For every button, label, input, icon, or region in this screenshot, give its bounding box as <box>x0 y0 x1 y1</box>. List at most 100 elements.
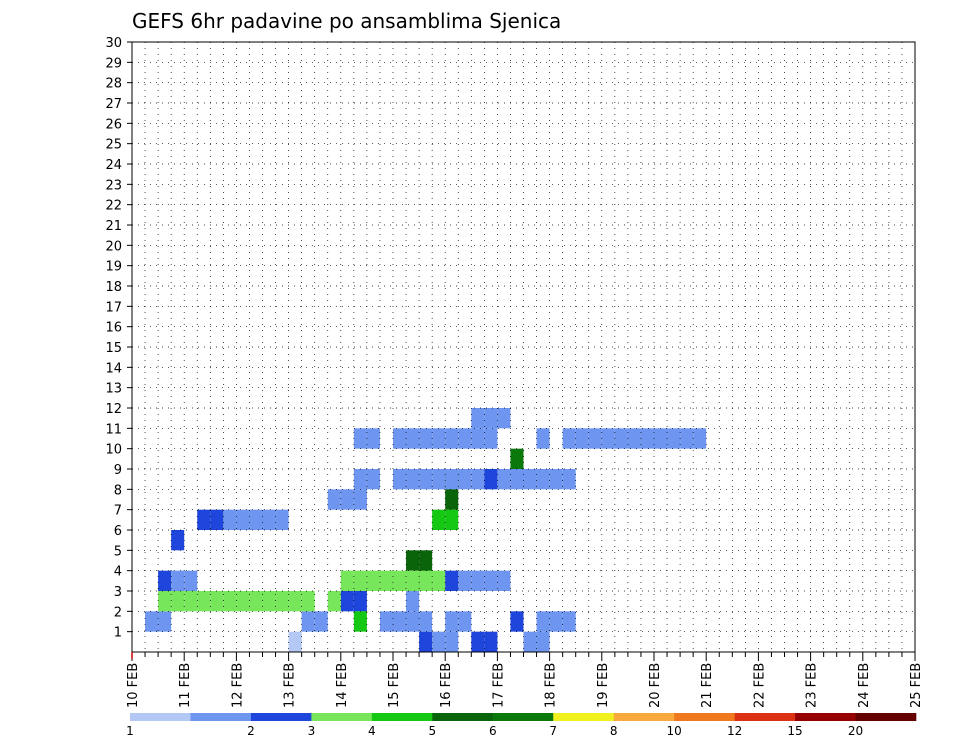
precip-cell <box>406 570 420 591</box>
colorbar-label: 7 <box>549 724 557 738</box>
precip-cell <box>236 591 250 612</box>
precip-cell <box>366 570 380 591</box>
precip-cell <box>432 428 446 449</box>
precip-cell <box>523 631 537 652</box>
precip-cell <box>419 469 433 490</box>
colorbar-label: 20 <box>848 724 863 738</box>
precip-cell <box>484 570 498 591</box>
precip-cell <box>171 591 185 612</box>
precip-cell <box>536 631 550 652</box>
y-tick-label: 11 <box>105 422 122 437</box>
precip-cell <box>406 469 420 490</box>
x-tick-label: 16 FEB <box>439 663 454 708</box>
colorbar-swatch <box>795 713 856 721</box>
precip-cell <box>379 611 393 632</box>
colorbar-swatch <box>432 713 494 721</box>
y-tick-label: 22 <box>105 199 122 214</box>
colorbar-label: 8 <box>610 724 618 738</box>
colorbar-label: 5 <box>428 724 436 738</box>
y-tick-label: 2 <box>114 605 122 620</box>
x-tick-label: 11 FEB <box>178 663 193 708</box>
precip-cell <box>471 428 485 449</box>
precip-cell <box>393 469 407 490</box>
x-tick-label: 21 FEB <box>700 663 715 708</box>
precip-cell <box>406 550 420 571</box>
colorbar-swatch <box>190 713 252 721</box>
precip-cell <box>197 591 211 612</box>
y-tick-label: 21 <box>105 219 122 234</box>
precip-cell <box>275 591 289 612</box>
precip-cell <box>445 489 459 510</box>
precip-cell <box>275 509 289 530</box>
y-tick-label: 23 <box>105 178 122 193</box>
precip-cell <box>288 631 302 652</box>
precip-cell <box>562 469 576 490</box>
precip-cell <box>497 469 511 490</box>
precip-cell <box>680 428 694 449</box>
precip-cell <box>588 428 602 449</box>
precip-cell <box>510 448 524 469</box>
precip-cell <box>184 570 198 591</box>
precip-cell <box>419 631 433 652</box>
precip-cell <box>471 631 485 652</box>
precip-cell <box>458 469 472 490</box>
precip-cell <box>249 509 263 530</box>
precip-cell <box>171 570 185 591</box>
colorbar-swatch <box>734 713 796 721</box>
precip-cell <box>667 428 681 449</box>
precip-cell <box>693 428 707 449</box>
chart-title: GEFS 6hr padavine po ansamblima Sjenica <box>132 9 561 33</box>
colorbar-swatch <box>250 713 312 721</box>
x-tick-label: 15 FEB <box>387 663 402 708</box>
y-tick-label: 5 <box>114 544 122 559</box>
precip-cell <box>601 428 615 449</box>
precip-cell <box>497 570 511 591</box>
precip-cell <box>445 428 459 449</box>
precip-cell <box>536 428 550 449</box>
precip-cell <box>510 469 524 490</box>
precip-cell <box>301 591 315 612</box>
precip-cell <box>366 428 380 449</box>
colorbar-swatch <box>674 713 735 721</box>
x-tick-label: 17 FEB <box>491 663 506 708</box>
precip-cell <box>236 509 250 530</box>
precip-cell <box>210 591 224 612</box>
colorbar-label: 15 <box>787 724 802 738</box>
precip-cell <box>458 570 472 591</box>
precip-cell <box>353 469 367 490</box>
y-tick-label: 3 <box>114 585 122 600</box>
y-tick-label: 18 <box>105 280 122 295</box>
y-tick-label: 25 <box>105 138 122 153</box>
plot-frame <box>131 41 916 653</box>
colorbar-swatch <box>855 713 917 721</box>
colorbar-label: 12 <box>727 724 742 738</box>
precip-cell <box>249 591 263 612</box>
precip-cell <box>353 570 367 591</box>
precip-cell <box>640 428 654 449</box>
y-tick-label: 30 <box>105 36 122 51</box>
y-tick-label: 1 <box>114 626 122 641</box>
precip-cell <box>484 469 498 490</box>
colorbar-label: 10 <box>667 724 682 738</box>
y-tick-label: 27 <box>105 97 122 112</box>
precip-cell <box>340 591 354 612</box>
colorbar-label: 1 <box>126 724 134 738</box>
precip-cell <box>445 570 459 591</box>
y-tick-label: 24 <box>105 158 122 173</box>
x-axis-ticks: 10 FEB 11 FEB 12 FEB 13 FEB 14 FEB 15 FEB 16 F… <box>126 652 924 708</box>
precip-cell <box>458 428 472 449</box>
x-tick-label: 20 FEB <box>648 663 663 708</box>
precip-cell <box>654 428 668 449</box>
precip-cell <box>562 428 576 449</box>
colorbar-swatch <box>311 713 373 721</box>
y-tick-label: 28 <box>105 77 122 92</box>
precip-cell <box>210 509 224 530</box>
precip-cell <box>353 428 367 449</box>
precip-cell <box>158 570 172 591</box>
y-tick-label: 14 <box>105 361 122 376</box>
precip-cell <box>484 408 498 429</box>
precip-cell <box>158 611 172 632</box>
precip-cell <box>523 469 537 490</box>
precip-cell <box>549 469 563 490</box>
precip-cell <box>484 428 498 449</box>
